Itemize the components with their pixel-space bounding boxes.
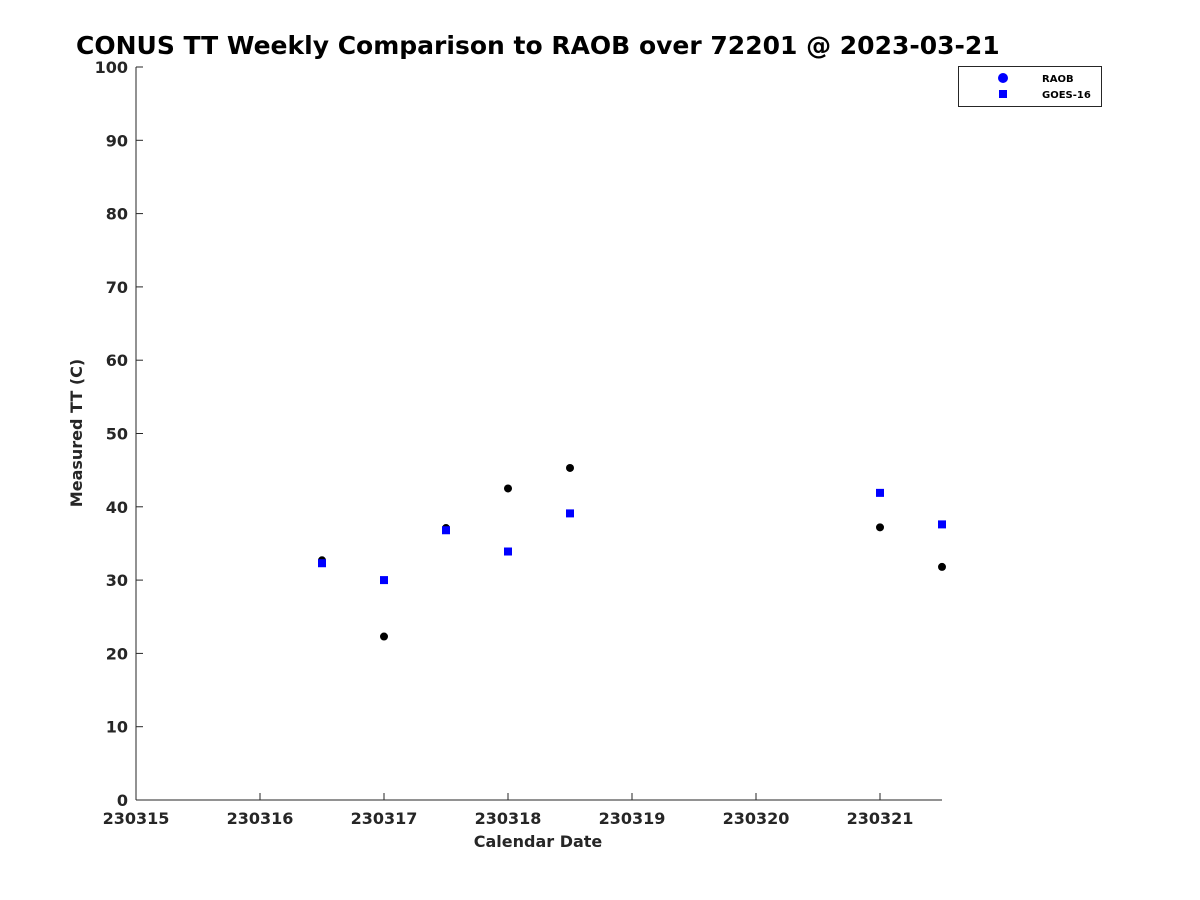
goes16-point bbox=[504, 547, 512, 556]
y-tick-label: 0 bbox=[117, 791, 128, 810]
y-tick-label: 30 bbox=[106, 571, 128, 590]
x-axis-label: Calendar Date bbox=[474, 832, 603, 851]
x-tick-label: 230317 bbox=[351, 809, 418, 828]
goes16-point bbox=[318, 559, 326, 568]
x-tick-label: 230318 bbox=[475, 809, 542, 828]
y-tick-label: 60 bbox=[106, 351, 128, 370]
x-tick-label: 230320 bbox=[723, 809, 790, 828]
x-tick-label: 230315 bbox=[103, 809, 170, 828]
axes bbox=[135, 67, 942, 801]
goes16-point bbox=[876, 488, 884, 497]
raob-point bbox=[938, 562, 946, 571]
goes16-point bbox=[380, 576, 388, 585]
legend: RAOB GOES-16 bbox=[958, 66, 1102, 107]
raob-point bbox=[566, 463, 574, 472]
raob-point bbox=[380, 632, 388, 641]
series-raob bbox=[318, 463, 946, 641]
raob-point bbox=[504, 484, 512, 493]
chart-title: CONUS TT Weekly Comparison to RAOB over … bbox=[76, 31, 1000, 60]
raob-point bbox=[876, 523, 884, 532]
y-tick-label: 50 bbox=[106, 425, 128, 444]
legend-marker-raob bbox=[998, 73, 1008, 83]
x-tick-label: 230321 bbox=[847, 809, 914, 828]
y-ticks: 0 10 20 30 40 50 60 70 80 90 100 bbox=[95, 58, 143, 810]
y-tick-label: 40 bbox=[106, 498, 128, 517]
y-tick-label: 20 bbox=[106, 644, 128, 663]
x-tick-label: 230319 bbox=[599, 809, 666, 828]
legend-label: RAOB bbox=[1042, 74, 1074, 85]
legend-label: GOES-16 bbox=[1042, 90, 1091, 101]
y-tick-label: 100 bbox=[95, 58, 128, 77]
goes16-point bbox=[566, 509, 574, 518]
y-tick-label: 90 bbox=[106, 131, 128, 150]
data-points bbox=[318, 463, 946, 641]
legend-box bbox=[958, 66, 1102, 107]
y-tick-label: 80 bbox=[106, 205, 128, 224]
goes16-point bbox=[442, 526, 450, 535]
y-tick-label: 10 bbox=[106, 718, 128, 737]
goes16-point bbox=[938, 520, 946, 529]
y-tick-label: 70 bbox=[106, 278, 128, 297]
y-axis-label: Measured TT (C) bbox=[67, 359, 86, 507]
legend-marker-goes16 bbox=[999, 90, 1007, 98]
x-ticks: 230315 230316 230317 230318 230319 230320 2303… bbox=[103, 793, 914, 828]
x-tick-label: 230316 bbox=[227, 809, 294, 828]
series-goes-16 bbox=[318, 488, 946, 585]
